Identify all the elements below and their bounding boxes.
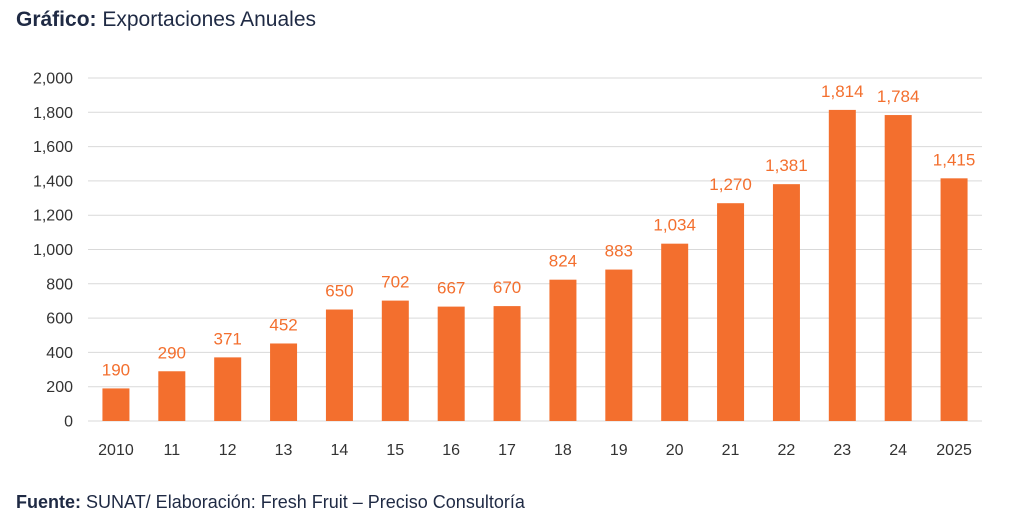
y-axis-ticks: 0 200 400 600 800 1,000 1,200 1,400 1,600 1,800 2,… — [33, 71, 73, 431]
x-tick-label: 2025 — [936, 442, 972, 459]
x-tick-label: 17 — [498, 442, 516, 459]
bar — [493, 306, 521, 421]
data-label: 1,381 — [765, 156, 808, 175]
bar — [605, 269, 633, 421]
data-label: 290 — [158, 343, 186, 362]
data-label: 883 — [605, 242, 633, 261]
data-label: 371 — [214, 329, 242, 348]
y-tick-label: 600 — [46, 311, 73, 328]
data-label: 702 — [381, 273, 409, 292]
chart-heading: Gráfico: Exportaciones Anuales — [16, 6, 316, 34]
x-tick-label: 20 — [666, 442, 684, 459]
x-tick-label: 18 — [554, 442, 572, 459]
data-label: 670 — [493, 278, 521, 297]
data-label: 1,814 — [821, 82, 864, 101]
x-tick-label: 15 — [386, 442, 404, 459]
y-tick-label: 1,800 — [33, 105, 73, 122]
data-label: 1,270 — [709, 175, 752, 194]
y-tick-label: 1,600 — [33, 139, 73, 156]
x-tick-label: 21 — [722, 442, 740, 459]
data-label: 1,034 — [653, 216, 696, 235]
data-label: 1,784 — [877, 87, 920, 106]
bar — [549, 279, 577, 421]
bar — [381, 300, 409, 421]
y-tick-label: 2,000 — [33, 71, 73, 88]
source-text: SUNAT/ Elaboración: Fresh Fruit – Precis… — [86, 492, 525, 512]
heading-lead: Gráfico: — [16, 8, 97, 31]
chart-source: Fuente: SUNAT/ Elaboración: Fresh Fruit … — [16, 490, 525, 514]
x-tick-label: 13 — [275, 442, 293, 459]
y-tick-label: 1,400 — [33, 173, 73, 190]
data-label: 650 — [325, 282, 353, 301]
bar — [661, 243, 689, 421]
data-label: 452 — [269, 315, 297, 334]
source-lead: Fuente: — [16, 492, 81, 512]
y-tick-label: 1,000 — [33, 242, 73, 259]
y-tick-label: 800 — [46, 276, 73, 293]
x-tick-label: 19 — [610, 442, 628, 459]
y-tick-label: 200 — [46, 379, 73, 396]
data-label: 190 — [102, 360, 130, 379]
y-tick-label: 0 — [64, 414, 73, 431]
x-tick-label: 11 — [164, 442, 181, 459]
data-label: 1,415 — [933, 150, 976, 169]
x-tick-label: 14 — [331, 442, 349, 459]
y-tick-label: 1,200 — [33, 208, 73, 225]
bar — [828, 109, 856, 422]
data-label: 824 — [549, 252, 577, 271]
data-label: 667 — [437, 279, 465, 298]
bar — [158, 371, 186, 421]
bar — [270, 343, 298, 421]
bar — [772, 184, 800, 421]
bar — [214, 357, 242, 421]
x-tick-label: 23 — [833, 442, 851, 459]
y-tick-label: 400 — [46, 345, 73, 362]
x-tick-label: 12 — [219, 442, 237, 459]
x-axis-ticks: 2010 11 12 13 14 15 16 17 18 19 20 21 22 23 24 2025 — [98, 442, 972, 459]
bar — [102, 388, 130, 421]
bar — [325, 309, 353, 421]
bar — [884, 115, 912, 421]
x-tick-label: 24 — [889, 442, 907, 459]
x-tick-label: 16 — [442, 442, 460, 459]
data-labels: 190 290 371 452 650 702 667 670 824 883 1,034 1,270… — [102, 82, 976, 380]
bar — [717, 203, 745, 421]
bars — [102, 109, 968, 422]
bar — [940, 178, 968, 421]
bar — [437, 306, 465, 421]
x-tick-label: 22 — [778, 442, 796, 459]
x-tick-label: 2010 — [98, 442, 134, 459]
heading-text: Exportaciones Anuales — [102, 8, 316, 31]
